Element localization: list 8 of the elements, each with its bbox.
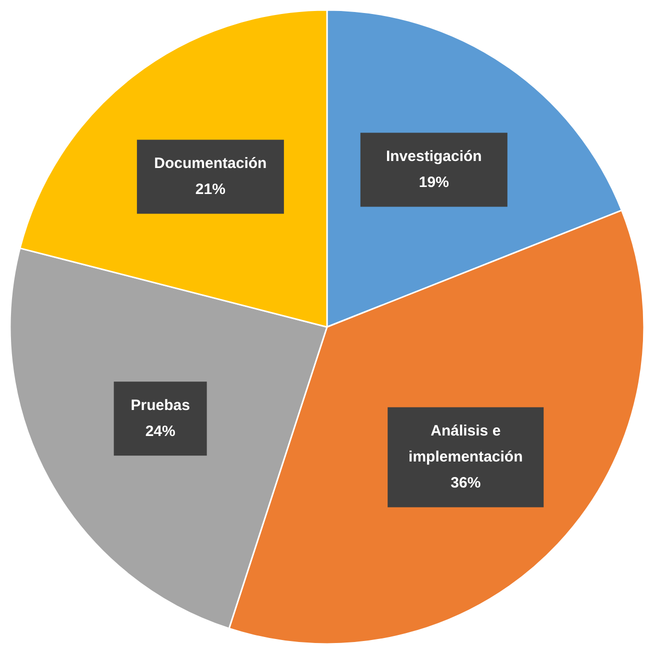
data-label: 24%: [145, 423, 176, 440]
data-label: 36%: [450, 474, 481, 492]
slice-label: Investigación: [386, 148, 482, 166]
slice-label: Pruebas: [130, 397, 190, 414]
data-label: 21%: [195, 181, 226, 198]
slice-label: Documentación: [154, 155, 267, 172]
slice-label: Análisis e implementación: [408, 422, 523, 466]
data-label: 19%: [418, 174, 449, 192]
